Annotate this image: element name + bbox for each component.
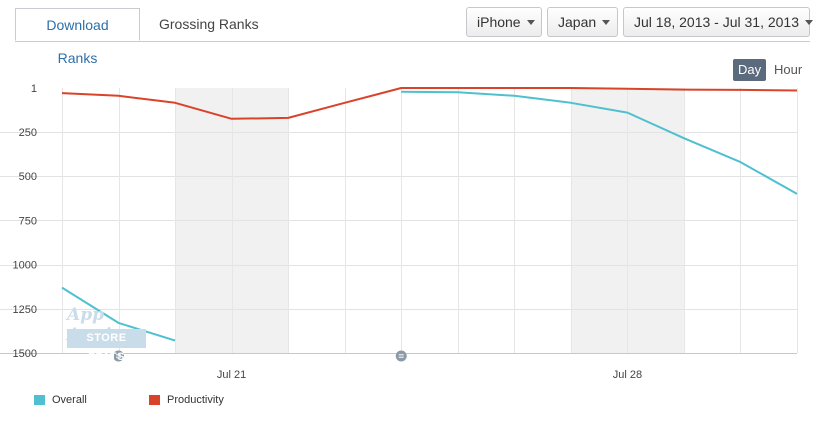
legend-swatch-overall — [34, 395, 45, 405]
y-tick-label: 1 — [31, 83, 37, 95]
hour-toggle[interactable]: Hour — [774, 62, 803, 77]
annotation-markers — [113, 350, 407, 362]
series-line-overall-1 — [61, 286, 176, 342]
annotation-marker-icon — [395, 350, 407, 362]
country-dropdown[interactable]: Japan — [547, 7, 618, 37]
chevron-down-icon — [602, 19, 611, 25]
x-axis-ticks: Jul 21 Jul 28 — [217, 369, 642, 381]
x-tick-label: Jul 21 — [217, 369, 246, 381]
y-tick-label: 250 — [19, 127, 37, 139]
chart-series — [61, 87, 798, 342]
legend-swatch-productivity — [149, 395, 160, 405]
tab-grossing-ranks[interactable]: Grossing Ranks — [159, 16, 259, 32]
chevron-down-icon — [526, 19, 535, 25]
y-tick-label: 750 — [19, 215, 37, 227]
date-range-label: Jul 18, 2013 - Jul 31, 2013 — [634, 14, 800, 30]
day-toggle[interactable]: Day — [733, 59, 767, 81]
device-dropdown-label: iPhone — [477, 14, 521, 30]
annotation-marker-icon — [113, 350, 125, 362]
date-range-dropdown[interactable]: Jul 18, 2013 - Jul 31, 2013 — [623, 7, 814, 37]
tab-divider — [15, 41, 810, 42]
y-tick-label: 1250 — [13, 304, 37, 316]
y-tick-label: 1000 — [13, 260, 37, 272]
annotation-bubble — [395, 350, 407, 362]
series-line-productivity-1 — [61, 87, 798, 120]
legend-label-productivity: Productivity — [167, 394, 224, 406]
x-tick-label: Jul 28 — [613, 369, 642, 381]
device-dropdown[interactable]: iPhone — [466, 7, 542, 37]
chevron-down-icon — [805, 19, 814, 25]
annotation-bubble — [113, 350, 125, 362]
y-tick-label: 500 — [19, 171, 37, 183]
y-tick-label: 1500 — [13, 348, 37, 360]
country-dropdown-label: Japan — [558, 14, 597, 30]
legend-label-overall: Overall — [52, 394, 87, 406]
series-line-overall-2 — [401, 90, 798, 195]
tab-download-ranks[interactable]: Download Ranks — [15, 8, 140, 66]
